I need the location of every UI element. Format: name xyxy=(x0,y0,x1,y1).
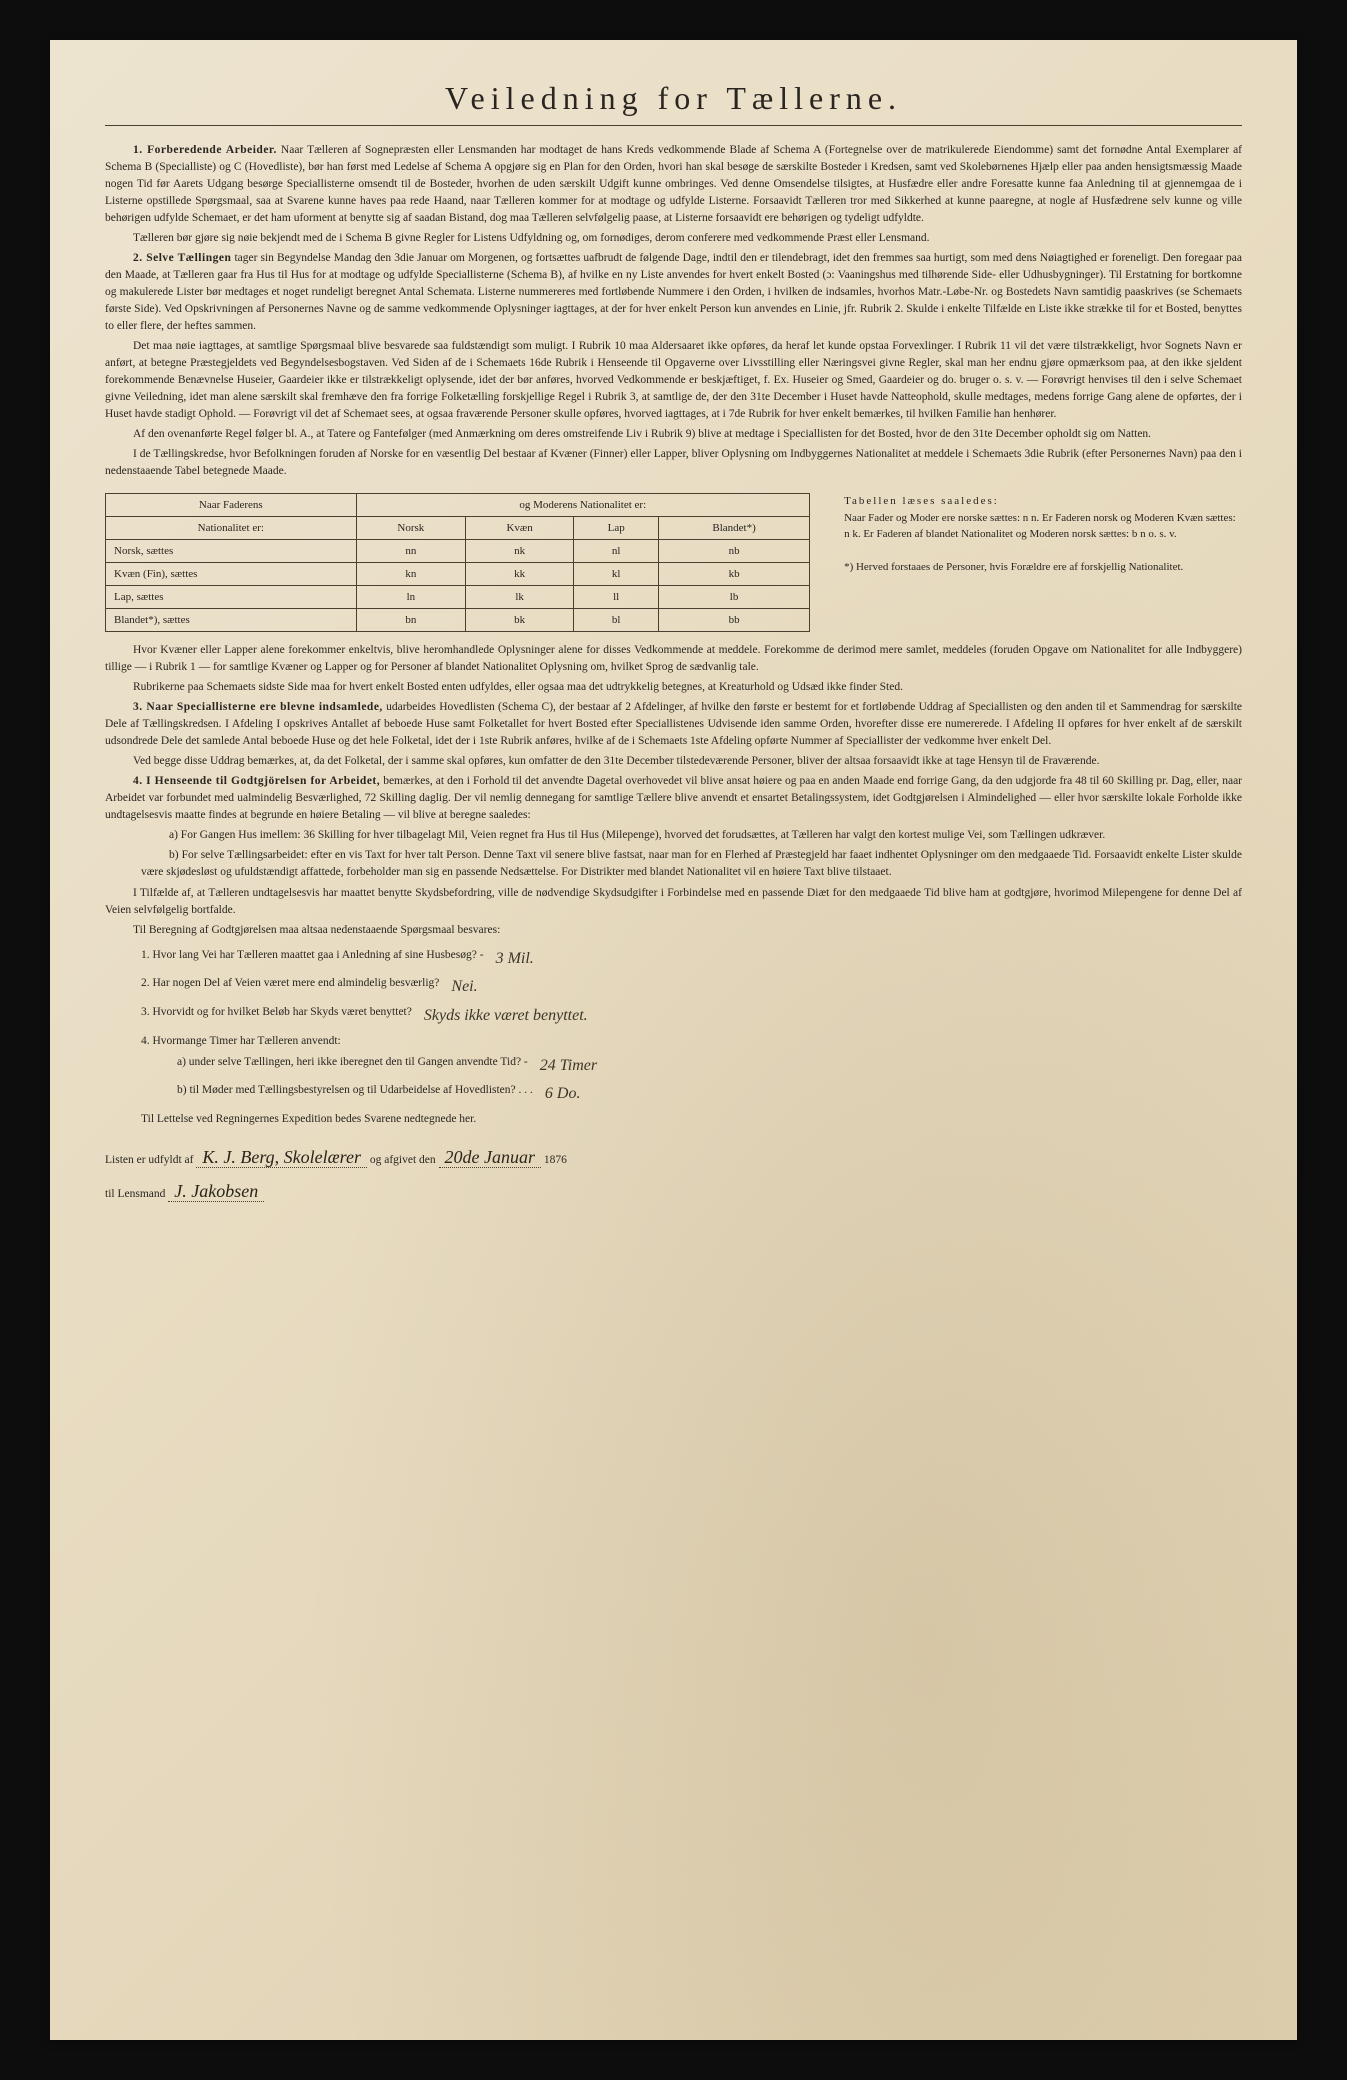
s1-head: 1. Forberedende Arbeider. xyxy=(133,144,277,156)
r0c3: nb xyxy=(659,540,810,563)
r2c0: ln xyxy=(356,586,466,609)
questions-block: 1. Hvor lang Vei har Tælleren maattet ga… xyxy=(105,945,1242,1130)
s2-p3: Af den ovenanførte Regel følger bl. A., … xyxy=(105,426,1242,443)
table-row: Kvæn (Fin), sættes kn kk kl kb xyxy=(106,563,810,586)
sig-name: K. J. Berg, Skolelærer xyxy=(196,1147,367,1168)
q4b-row: b) til Møder med Tællingsbestyrelsen og … xyxy=(105,1080,1242,1109)
q4: 4. Hvormange Timer har Tælleren anvendt: xyxy=(105,1031,341,1052)
q1: 1. Hvor lang Vei har Tælleren maattet ga… xyxy=(105,945,484,974)
th-nat: Nationalitet er: xyxy=(106,517,357,540)
r2c3: lb xyxy=(659,586,810,609)
sig-year: 1876 xyxy=(544,1154,567,1166)
sig-2: til Lensmand xyxy=(105,1188,165,1200)
r1-label: Kvæn (Fin), sættes xyxy=(106,563,357,586)
r3c0: bn xyxy=(356,609,466,632)
table-row: Norsk, sættes nn nk nl nb xyxy=(106,540,810,563)
a1: 3 Mil. xyxy=(484,945,1242,974)
s3-p2: Ved begge disse Uddrag bemærkes, at, da … xyxy=(105,753,1242,770)
r0c1: nk xyxy=(466,540,574,563)
q4b: b) til Møder med Tællingsbestyrelsen og … xyxy=(105,1080,533,1109)
th-c0: Norsk xyxy=(356,517,466,540)
s4-p2: I Tilfælde af, at Tælleren undtagelsesvi… xyxy=(105,885,1242,919)
r2c1: lk xyxy=(466,586,574,609)
s2-head: 2. Selve Tællingen xyxy=(133,252,231,264)
a3: Skyds ikke været benyttet. xyxy=(412,1002,1242,1031)
side-note: *) Herved forstaaes de Personer, hvis Fo… xyxy=(844,561,1183,573)
sig-lensmand: J. Jakobsen xyxy=(168,1181,264,1202)
sig-date: 20de Januar xyxy=(439,1147,541,1168)
a4a: 24 Timer xyxy=(528,1052,1242,1081)
r2c2: ll xyxy=(574,586,659,609)
s2-p6: Rubrikerne paa Schemaets sidste Side maa… xyxy=(105,679,1242,696)
th-c2: Lap xyxy=(574,517,659,540)
sig-1b: og afgivet den xyxy=(370,1154,436,1166)
r2-label: Lap, sættes xyxy=(106,586,357,609)
a2: Nei. xyxy=(439,973,1242,1002)
r0c0: nn xyxy=(356,540,466,563)
body-text-2: Hvor Kvæner eller Lapper alene forekomme… xyxy=(105,642,1242,938)
th-c3: Blandet*) xyxy=(659,517,810,540)
q2-row: 2. Har nogen Del af Veien været mere end… xyxy=(105,973,1242,1002)
body-text: 1. Forberedende Arbeider. Naar Tælleren … xyxy=(105,142,1242,480)
q4a: a) under selve Tællingen, heri ikke iber… xyxy=(105,1052,528,1081)
section-1: 1. Forberedende Arbeider. Naar Tælleren … xyxy=(105,142,1242,227)
s2-p4: I de Tællingskredse, hvor Befolkningen f… xyxy=(105,446,1242,480)
a4b: 6 Do. xyxy=(533,1080,1242,1109)
r3c2: bl xyxy=(574,609,659,632)
table-row: Blandet*), sættes bn bk bl bb xyxy=(106,609,810,632)
s2-p1: tager sin Begyndelse Mandag den 3die Jan… xyxy=(105,252,1242,332)
s2-p2: Det maa nøie iagttages, at samtlige Spør… xyxy=(105,338,1242,423)
section-3: 3. Naar Speciallisterne ere blevne indsa… xyxy=(105,699,1242,750)
q2: 2. Har nogen Del af Veien været mere end… xyxy=(105,973,439,1002)
signature-block: Listen er udfyldt af K. J. Berg, Skolelæ… xyxy=(105,1140,1242,1208)
r0c2: nl xyxy=(574,540,659,563)
q-foot: Til Lettelse ved Regningernes Expedition… xyxy=(105,1109,1242,1130)
s4-a: a) For Gangen Hus imellem: 36 Skilling f… xyxy=(105,827,1242,844)
page-title: Veiledning for Tællerne. xyxy=(105,80,1242,117)
q1-row: 1. Hvor lang Vei har Tælleren maattet ga… xyxy=(105,945,1242,974)
th-father: Naar Faderens xyxy=(106,494,357,517)
table-row: Lap, sættes ln lk ll lb xyxy=(106,586,810,609)
r3c1: bk xyxy=(466,609,574,632)
side-text: Naar Fader og Moder ere norske sættes: n… xyxy=(844,512,1236,541)
q3-row: 3. Hvorvidt og for hvilket Beløb har Sky… xyxy=(105,1002,1242,1031)
section-4: 4. I Henseende til Godtgjörelsen for Arb… xyxy=(105,773,1242,824)
document-paper: Veiledning for Tællerne. 1. Forberedende… xyxy=(50,40,1297,2040)
scan-frame: Veiledning for Tællerne. 1. Forberedende… xyxy=(0,0,1347,2080)
q4a-row: a) under selve Tællingen, heri ikke iber… xyxy=(105,1052,1242,1081)
section-2: 2. Selve Tællingen tager sin Begyndelse … xyxy=(105,250,1242,335)
table-side-text: Tabellen læses saaledes: Naar Fader og M… xyxy=(844,483,1242,576)
th-c1: Kvæn xyxy=(466,517,574,540)
r1c2: kl xyxy=(574,563,659,586)
s1-p1: Naar Tælleren af Sognepræsten eller Lens… xyxy=(105,144,1242,224)
s4-p3: Til Beregning af Godtgjørelsen maa altsa… xyxy=(105,922,1242,939)
r1c0: kn xyxy=(356,563,466,586)
s4-b: b) For selve Tællingsarbeidet: efter en … xyxy=(105,847,1242,881)
th-mother: og Moderens Nationalitet er: xyxy=(356,494,809,517)
r3-label: Blandet*), sættes xyxy=(106,609,357,632)
q3: 3. Hvorvidt og for hvilket Beløb har Sky… xyxy=(105,1002,412,1031)
s1-p2: Tælleren bør gjøre sig nøie bekjendt med… xyxy=(105,230,1242,247)
s3-head: 3. Naar Speciallisterne ere blevne indsa… xyxy=(133,701,383,713)
side-head: Tabellen læses saaledes: xyxy=(844,495,999,507)
r1c3: kb xyxy=(659,563,810,586)
r1c1: kk xyxy=(466,563,574,586)
nationality-table: Naar Faderens og Moderens Nationalitet e… xyxy=(105,493,810,632)
r3c3: bb xyxy=(659,609,810,632)
r0-label: Norsk, sættes xyxy=(106,540,357,563)
s4-head: 4. I Henseende til Godtgjörelsen for Arb… xyxy=(133,775,380,787)
s2-p5: Hvor Kvæner eller Lapper alene forekomme… xyxy=(105,642,1242,676)
q4-row: 4. Hvormange Timer har Tælleren anvendt: xyxy=(105,1031,1242,1052)
sig-1a: Listen er udfyldt af xyxy=(105,1154,193,1166)
title-rule xyxy=(105,125,1242,126)
